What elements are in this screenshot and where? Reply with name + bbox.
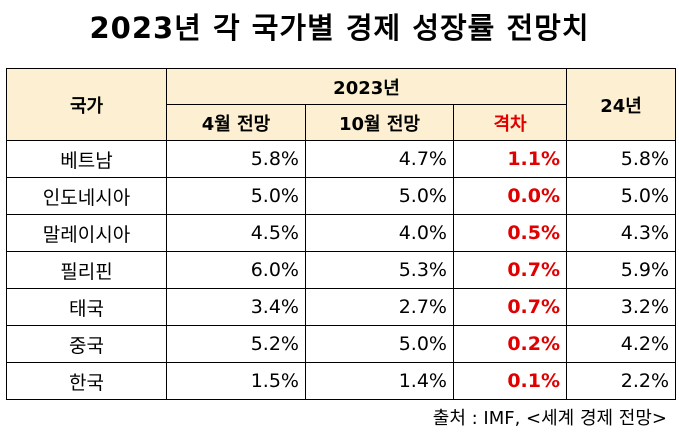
table-row: 필리핀 6.0% 5.3% 0.7% 5.9% bbox=[6, 251, 677, 289]
next-year-cell: 5.8% bbox=[566, 140, 677, 178]
table-body: 베트남 5.8% 4.7% 1.1% 5.8% 인도네시아 5.0% 5.0% … bbox=[6, 140, 677, 400]
country-cell: 말레이시아 bbox=[6, 214, 167, 252]
october-cell: 1.4% bbox=[305, 362, 454, 400]
country-cell: 중국 bbox=[6, 325, 167, 363]
gap-cell: 0.0% bbox=[452, 177, 568, 215]
april-cell: 5.2% bbox=[166, 325, 306, 363]
next-year-cell: 5.0% bbox=[566, 177, 677, 215]
october-cell: 2.7% bbox=[305, 288, 454, 326]
october-cell: 5.0% bbox=[305, 325, 454, 363]
table-row: 태국 3.4% 2.7% 0.7% 3.2% bbox=[6, 288, 677, 326]
table-row: 베트남 5.8% 4.7% 1.1% 5.8% bbox=[6, 140, 677, 178]
gap-cell: 0.7% bbox=[452, 251, 568, 289]
country-cell: 필리핀 bbox=[6, 251, 167, 289]
gap-cell: 0.7% bbox=[452, 288, 568, 326]
gap-cell: 0.1% bbox=[452, 362, 568, 400]
table-row: 중국 5.2% 5.0% 0.2% 4.2% bbox=[6, 325, 677, 363]
header-april: 4월 전망 bbox=[166, 104, 306, 141]
source-note: 출처 : IMF, <세계 경제 전망> bbox=[432, 408, 667, 429]
table-row: 인도네시아 5.0% 5.0% 0.0% 5.0% bbox=[6, 177, 677, 215]
april-cell: 3.4% bbox=[166, 288, 306, 326]
april-cell: 5.0% bbox=[166, 177, 306, 215]
header-gap: 격차 bbox=[452, 104, 568, 141]
next-year-cell: 5.9% bbox=[566, 251, 677, 289]
october-cell: 4.0% bbox=[305, 214, 454, 252]
gap-cell: 1.1% bbox=[452, 140, 568, 178]
october-cell: 5.3% bbox=[305, 251, 454, 289]
country-cell: 인도네시아 bbox=[6, 177, 167, 215]
header-country: 국가 bbox=[6, 68, 167, 141]
april-cell: 1.5% bbox=[166, 362, 306, 400]
october-cell: 4.7% bbox=[305, 140, 454, 178]
next-year-cell: 4.3% bbox=[566, 214, 677, 252]
next-year-cell: 4.2% bbox=[566, 325, 677, 363]
next-year-cell: 3.2% bbox=[566, 288, 677, 326]
gap-cell: 0.5% bbox=[452, 214, 568, 252]
growth-forecast-table: 국가 2023년 24년 4월 전망 10월 전망 격차 베트남 5.8% 4.… bbox=[6, 68, 677, 400]
october-cell: 5.0% bbox=[305, 177, 454, 215]
table-row: 한국 1.5% 1.4% 0.1% 2.2% bbox=[6, 362, 677, 400]
table-row: 말레이시아 4.5% 4.0% 0.5% 4.3% bbox=[6, 214, 677, 252]
april-cell: 6.0% bbox=[166, 251, 306, 289]
page-title: 2023년 각 국가별 경제 성장률 전망치 bbox=[89, 11, 590, 45]
country-cell: 한국 bbox=[6, 362, 167, 400]
april-cell: 5.8% bbox=[166, 140, 306, 178]
header-row-top: 국가 2023년 24년 bbox=[6, 68, 677, 141]
country-cell: 태국 bbox=[6, 288, 167, 326]
header-row-sub: 4월 전망 10월 전망 격차 bbox=[7, 104, 676, 141]
header-year-group: 2023년 bbox=[165, 68, 568, 105]
header-next-year: 24년 bbox=[566, 68, 677, 141]
header-october: 10월 전망 bbox=[305, 104, 454, 141]
next-year-cell: 2.2% bbox=[566, 362, 677, 400]
table-header: 국가 2023년 24년 4월 전망 10월 전망 격차 bbox=[6, 68, 677, 141]
gap-cell: 0.2% bbox=[452, 325, 568, 363]
april-cell: 4.5% bbox=[166, 214, 306, 252]
country-cell: 베트남 bbox=[6, 140, 167, 178]
